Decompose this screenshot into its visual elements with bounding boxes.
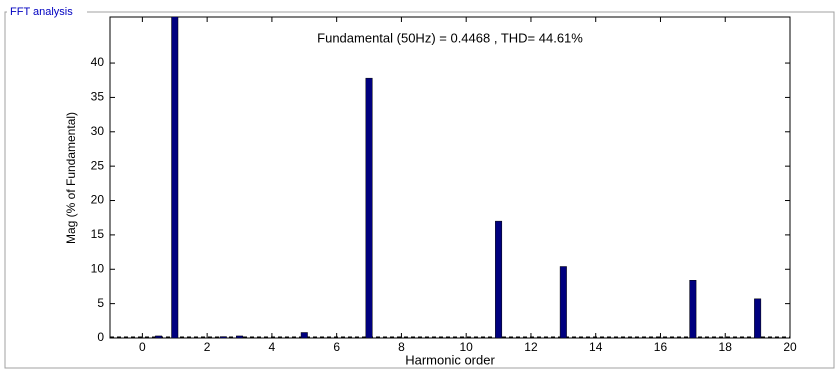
- bar: [219, 336, 227, 338]
- x-tick-label: 4: [269, 340, 276, 354]
- y-tick-label: 40: [91, 55, 105, 69]
- y-tick-label: 5: [97, 296, 104, 310]
- x-tick-label: 10: [460, 340, 474, 354]
- bar: [495, 220, 503, 338]
- x-tick-label: 12: [524, 340, 538, 354]
- y-axis-label: Mag (% of Fundamental): [64, 112, 78, 244]
- x-axis-label: Harmonic order: [405, 352, 495, 367]
- x-tick-label: 16: [654, 340, 668, 354]
- chart-title: Fundamental (50Hz) = 0.4468 , THD= 44.61…: [317, 30, 583, 45]
- y-tick-label: 35: [91, 90, 105, 104]
- bar: [754, 298, 762, 338]
- x-tick-label: 18: [719, 340, 733, 354]
- x-tick-label: 14: [589, 340, 603, 354]
- y-tick-label: 10: [91, 261, 105, 275]
- bar: [689, 280, 697, 338]
- x-tick-label: 2: [204, 340, 211, 354]
- x-tick-label: 20: [783, 340, 797, 354]
- y-tick-label: 25: [91, 158, 105, 172]
- bar: [300, 332, 308, 338]
- y-tick-label: 15: [91, 227, 105, 241]
- bar: [236, 335, 244, 338]
- x-tick-label: 8: [398, 340, 405, 354]
- y-tick-label: 30: [91, 124, 105, 138]
- y-tick-label: 0: [97, 330, 104, 344]
- bar: [559, 266, 567, 338]
- bar: [365, 77, 373, 338]
- y-tick-label: 20: [91, 193, 105, 207]
- panel-title-bg: [7, 5, 87, 19]
- panel-title: FFT analysis: [10, 6, 73, 18]
- axes-box: [109, 16, 791, 339]
- bars: [155, 17, 762, 338]
- x-tick-label: 0: [139, 340, 146, 354]
- x-tick-label: 6: [333, 340, 340, 354]
- bar: [155, 335, 163, 338]
- bar: [171, 17, 179, 338]
